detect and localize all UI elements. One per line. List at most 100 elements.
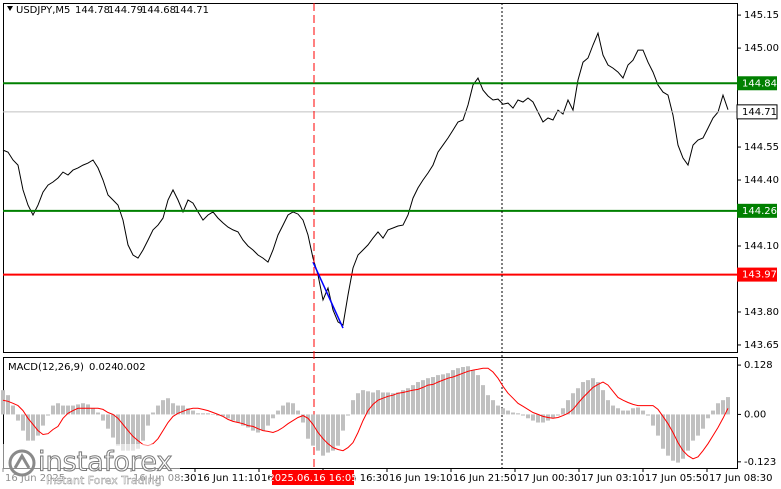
macd-bar — [661, 414, 665, 449]
macd-bar — [151, 412, 155, 415]
level-label: 143.97 — [742, 270, 777, 281]
macd-bar — [701, 414, 705, 429]
macd-bar — [556, 414, 560, 416]
x-tick-label: 16 Jun 21:50 — [453, 473, 517, 484]
ohlc-high: 144.79 — [108, 5, 143, 16]
crosshair-time-box — [272, 470, 354, 485]
macd-bar — [456, 368, 460, 415]
macd-bar — [346, 414, 350, 416]
macd-bar — [271, 414, 275, 419]
macd-bar — [261, 414, 265, 431]
trend-line — [312, 261, 344, 329]
macd-bar — [476, 375, 480, 415]
macd-bar — [396, 392, 400, 415]
macd-bar — [111, 414, 115, 438]
logo-icon — [8, 449, 36, 477]
y-tick-label: 144.55 — [744, 142, 779, 153]
macd-bar — [606, 400, 610, 415]
macd-bar — [566, 400, 570, 415]
macd-bar — [41, 414, 45, 426]
macd-bar — [16, 414, 20, 421]
ohlc-open: 144.78 — [75, 5, 110, 16]
level-label-box — [737, 76, 777, 91]
macd-bar — [531, 414, 535, 421]
macd-bar — [596, 382, 600, 415]
header: USDJPY,M5 144.78 144.79 144.68 144.71 MA… — [8, 5, 209, 373]
signal-line — [2, 367, 729, 460]
macd-bar — [106, 414, 110, 429]
macd-bar — [281, 405, 285, 415]
macd-bar — [331, 414, 335, 451]
macd-bar — [391, 393, 395, 415]
macd-bar — [666, 414, 670, 456]
crosshair-time-label: 2025.06.16 16:05 — [268, 473, 357, 484]
macd-bar — [276, 410, 280, 415]
macd-bar — [416, 382, 420, 415]
y-tick-label: 144.10 — [744, 241, 779, 252]
macd-bar — [121, 414, 125, 451]
macd-bar — [266, 414, 270, 426]
macd-bar — [326, 414, 330, 453]
macd-bar — [61, 405, 65, 415]
macd-bar — [166, 398, 170, 415]
macd-bar — [426, 378, 430, 415]
macd-bar — [101, 414, 105, 421]
macd-bar — [216, 414, 220, 416]
macd-bar — [66, 405, 70, 415]
plot-layer: 145.15 145.00 144.55 144.40 144.10 143.80 143.… — [1, 3, 779, 485]
watermark: instaforex Instant Forex Trading — [0, 444, 180, 489]
macd-bar — [71, 405, 75, 415]
macd-bar — [446, 373, 450, 415]
macd-bar — [586, 380, 590, 415]
macd-bar — [136, 414, 140, 449]
macd-bar — [461, 367, 465, 415]
macd-bar — [421, 380, 425, 415]
y-tick-label: 144.40 — [744, 175, 779, 186]
x-tick-label: 17 Jun 03:10 — [581, 473, 645, 484]
macd-bar — [81, 403, 85, 415]
macd-bar — [341, 414, 345, 431]
level-label-box — [736, 104, 778, 120]
macd-bar — [26, 414, 30, 441]
macd-bar — [116, 414, 120, 446]
macd-bar — [36, 414, 40, 436]
macd-bar — [376, 390, 380, 415]
level-label: 144.71 — [742, 107, 777, 118]
x-tick-label: 16 Jun 11:10 — [197, 473, 261, 484]
logo-icon-mark — [13, 453, 31, 469]
macd-bar — [311, 414, 315, 446]
macd-bar — [681, 414, 685, 459]
price-pane-frame — [3, 3, 738, 353]
price-line — [2, 31, 729, 326]
macd-bar — [371, 392, 375, 415]
macd-bar — [176, 405, 180, 415]
watermark-brand: instaforex — [38, 447, 172, 478]
macd-bar — [366, 391, 370, 415]
macd-bar — [226, 414, 230, 419]
macd-bar — [621, 410, 625, 415]
macd-bar — [361, 390, 365, 415]
macd-bar — [611, 405, 615, 415]
macd-bar — [196, 413, 200, 415]
x-tick-label: 16 Jun 19:10 — [389, 473, 453, 484]
macd-bar — [706, 414, 710, 419]
macd-bar — [76, 404, 80, 415]
macd-bar — [286, 402, 290, 415]
macd-bar — [536, 414, 540, 423]
macd-bar — [691, 414, 695, 441]
macd-bar — [491, 400, 495, 415]
macd-bar — [126, 414, 130, 451]
macd-bar — [131, 414, 135, 451]
macd-bar — [356, 393, 360, 415]
macd-bar — [471, 370, 475, 415]
y-tick-label: -0.123 — [744, 457, 776, 468]
macd-bar — [521, 414, 525, 416]
macd-bar — [221, 414, 225, 417]
macd-bar — [486, 395, 490, 415]
macd-title: MACD(12,26,9) — [8, 362, 84, 373]
macd-bar — [236, 414, 240, 423]
macd-bar — [336, 414, 340, 446]
macd-bar — [431, 377, 435, 415]
macd-bar — [696, 414, 700, 436]
